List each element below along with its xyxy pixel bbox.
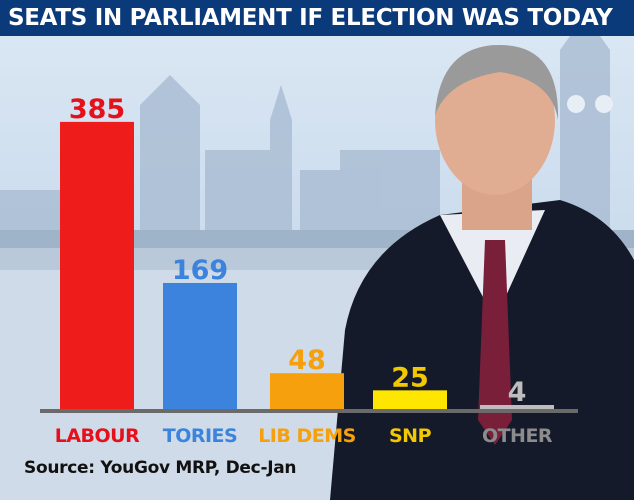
bar-lib-dems	[270, 373, 344, 409]
value-label-tories: 169	[172, 255, 228, 286]
category-label-snp: SNP	[389, 425, 432, 447]
bar-other	[480, 405, 554, 409]
category-label-lib-dems: LIB DEMS	[258, 425, 356, 447]
x-axis-baseline	[40, 409, 578, 413]
category-label-tories: TORIES	[163, 425, 237, 447]
bar-labour	[60, 121, 134, 409]
value-label-lib-dems: 48	[288, 345, 326, 376]
bar-tories	[163, 282, 237, 409]
value-label-snp: 25	[391, 362, 429, 393]
category-label-other: OTHER	[482, 425, 553, 447]
category-label-labour: LABOUR	[55, 425, 140, 447]
value-label-other: 4	[508, 377, 527, 408]
source-note: Source: YouGov MRP, Dec-Jan	[24, 458, 297, 478]
bar-snp	[373, 390, 447, 409]
value-label-labour: 385	[69, 94, 125, 125]
chart-title: SEATS IN PARLIAMENT IF ELECTION WAS TODA…	[0, 0, 634, 36]
politician-photo	[330, 45, 634, 500]
